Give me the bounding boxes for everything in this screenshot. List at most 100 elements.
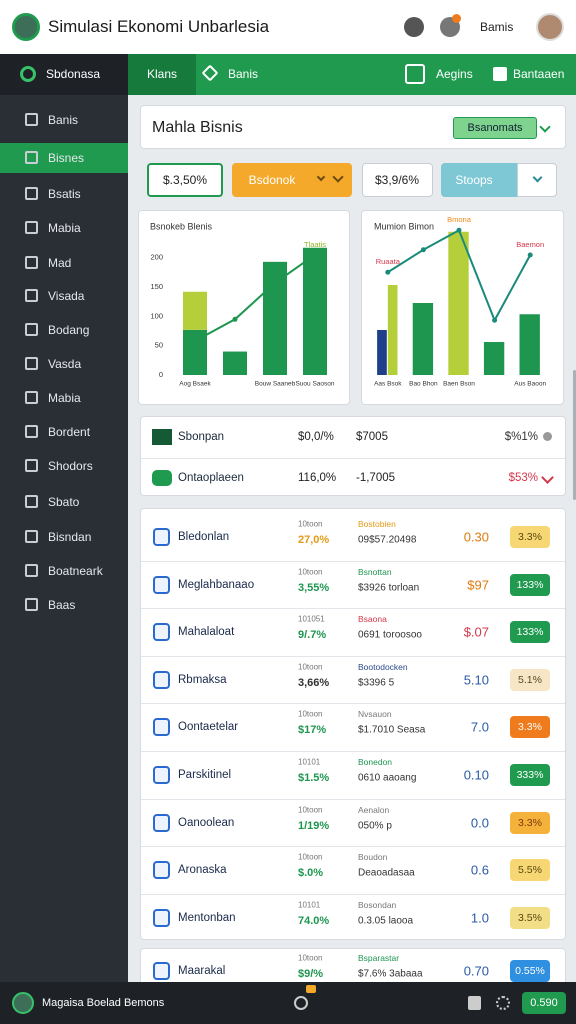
list-pill[interactable] — [510, 716, 550, 739]
settings-icon[interactable] — [404, 17, 424, 37]
sidebar-item[interactable]: Bisnes — [48, 151, 85, 165]
list-label: 10toon — [298, 852, 323, 862]
nav-action[interactable]: Aegins — [436, 67, 473, 81]
sidebar-item[interactable]: Mabia — [48, 221, 81, 235]
filter-box[interactable] — [147, 163, 223, 197]
footer-badge — [306, 985, 316, 993]
list-value: 1/19% — [298, 819, 330, 832]
sidebar-item[interactable]: Mabia — [48, 391, 81, 405]
sidebar-item[interactable]: Shodors — [48, 459, 93, 473]
list-name: Maarakal — [178, 965, 226, 977]
list-pill[interactable] — [510, 764, 550, 786]
list-label: 101051 — [298, 614, 325, 624]
list-value: $1.7010 Seasa — [358, 724, 426, 736]
filter-label: $3,9/6% — [374, 173, 420, 187]
sidebar-active — [0, 143, 128, 173]
list-label: Bsparastar — [358, 953, 400, 963]
list-icon — [153, 575, 170, 594]
list-value: $9/% — [298, 968, 324, 980]
list-icon — [153, 813, 170, 832]
list-pill[interactable] — [510, 906, 550, 929]
sidebar-item[interactable]: Visada — [48, 289, 85, 303]
sidebar-item[interactable]: Baas — [48, 598, 76, 612]
footer-icon[interactable] — [496, 996, 510, 1010]
list-value: 09$57.20498 — [358, 534, 417, 546]
sidebar-item[interactable]: Bodang — [48, 323, 90, 337]
user-name[interactable]: Bamis — [480, 20, 514, 34]
list-icon — [153, 623, 170, 642]
sidebar-item[interactable]: Bsatis — [48, 187, 81, 201]
list-pill[interactable] — [510, 960, 550, 982]
list-name: Rbmaksa — [178, 673, 227, 686]
footer-icon[interactable] — [294, 996, 308, 1010]
filter-box[interactable] — [441, 163, 517, 197]
panel-dropdown[interactable] — [453, 117, 537, 139]
list-number: $97 — [467, 577, 489, 593]
footer-status-pill[interactable] — [522, 992, 566, 1014]
list-pill[interactable] — [510, 573, 550, 596]
list-pill[interactable] — [510, 668, 550, 691]
list-pill-label[interactable]: 3.3% — [518, 816, 542, 829]
list-pill[interactable] — [510, 811, 550, 834]
list-divider — [141, 560, 565, 562]
list-number: 0.6 — [470, 862, 489, 878]
list-pill-label[interactable]: 5.1% — [518, 673, 542, 686]
panel-dropdown-label[interactable]: Bsanomats — [467, 122, 523, 134]
list-pill-label[interactable]: 0.55% — [515, 965, 545, 977]
summary-card — [140, 416, 566, 496]
list-pill-label[interactable]: 333% — [516, 769, 544, 781]
nav-action[interactable]: Bantaaen — [513, 67, 565, 81]
list-divider — [141, 655, 565, 657]
list-value: $17% — [298, 724, 327, 737]
nav-tab[interactable]: Banis — [228, 67, 259, 81]
list-label: 10toon — [298, 567, 323, 577]
list-label: Bsaona — [358, 614, 387, 625]
list-value: 74.0% — [298, 914, 330, 927]
sidebar-item[interactable]: Mad — [48, 256, 72, 270]
summary-value: -1,7005 — [356, 472, 396, 484]
list-pill-label[interactable]: 3.5% — [518, 911, 542, 924]
list-pill-label[interactable]: 5.5% — [518, 864, 542, 877]
list-pill-label[interactable]: 133% — [516, 578, 544, 591]
list-divider — [141, 703, 565, 705]
nav-tab[interactable]: Klans — [146, 67, 178, 81]
list-label: 10toon — [298, 805, 323, 815]
summary-name: Sbonpan — [178, 431, 225, 443]
sidebar-item[interactable]: Boatneark — [48, 564, 103, 578]
user-avatar[interactable] — [536, 13, 564, 41]
sidebar-icon — [25, 151, 38, 164]
list-pill-label[interactable]: 133% — [516, 626, 544, 639]
list-label: Boudon — [358, 852, 388, 863]
sidebar-icon — [25, 113, 38, 126]
list-label: Bostobien — [358, 519, 396, 529]
filter-box[interactable] — [362, 163, 433, 197]
sidebar-item[interactable]: Bisndan — [48, 530, 92, 544]
filter-chevron-box[interactable] — [517, 163, 557, 197]
list-pill[interactable] — [510, 526, 550, 548]
list-pill-label[interactable]: 3.3% — [518, 531, 542, 543]
summary-value: $7005 — [356, 431, 388, 443]
list-pill[interactable] — [510, 859, 550, 882]
summary-value: 116,0% — [298, 472, 337, 484]
nav-brand-icon — [20, 66, 36, 82]
list-pill-label[interactable]: 3.3% — [518, 721, 542, 734]
footer-status[interactable]: 0.590 — [530, 997, 558, 1009]
sidebar-item[interactable]: Bordent — [48, 425, 91, 439]
sidebar-icon — [25, 530, 38, 543]
footer-icon[interactable] — [468, 996, 481, 1010]
list-label: Bonedon — [358, 757, 393, 767]
filter-box[interactable] — [232, 163, 352, 197]
sidebar-item[interactable]: Vasda — [48, 357, 82, 371]
footer-avatar — [12, 992, 34, 1014]
list-pill[interactable] — [510, 621, 550, 644]
summary-icon — [152, 470, 172, 486]
sidebar-icon — [25, 289, 38, 302]
nav-action-icon — [405, 64, 425, 84]
list-number: 0.70 — [463, 963, 489, 979]
nav-tab-active[interactable] — [128, 54, 196, 95]
sidebar-item[interactable]: Sbato — [48, 495, 80, 509]
sidebar-item[interactable]: Banis — [48, 113, 79, 127]
list-divider — [141, 893, 565, 895]
list-value: 0610 aaoang — [358, 772, 417, 784]
